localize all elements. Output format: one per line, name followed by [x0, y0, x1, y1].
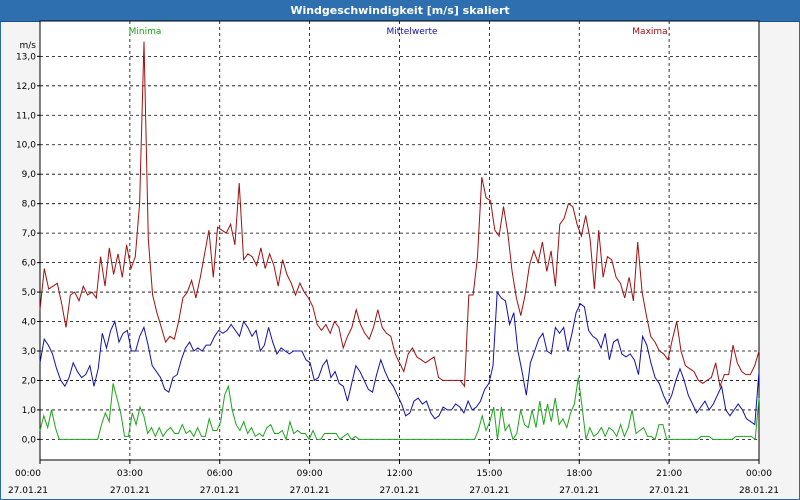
x-tick-time-label: 00:00 — [746, 469, 772, 479]
y-tick-label: 11,0 — [16, 111, 36, 121]
x-tick-time-label: 00:00 — [15, 469, 41, 479]
x-tick-date-label: 27.01.21 — [290, 486, 330, 496]
x-tick-date-label: 27.01.21 — [649, 486, 689, 496]
y-tick-label: 6,0 — [22, 259, 37, 269]
x-tick-time-label: 15:00 — [476, 469, 502, 479]
x-tick-date-label: 27.01.21 — [469, 486, 509, 496]
y-tick-label: 13,0 — [16, 52, 36, 62]
y-tick-label: 10,0 — [16, 141, 36, 151]
y-tick-label: 7,0 — [22, 229, 37, 239]
y-tick-label: 0,0 — [22, 435, 37, 445]
x-tick-time-label: 03:00 — [117, 469, 143, 479]
series-line-mittelwerte — [39, 290, 760, 426]
y-tick-label: 5,0 — [22, 288, 37, 298]
x-tick-date-label: 28.01.21 — [739, 486, 779, 496]
legend-entry-mittelwerte: Mittelwerte — [386, 27, 437, 37]
y-axis: 0,0 1,0 2,0 3,0 4,0 5,0 6,0 7,0 8,0 9,0 10,0 11,0 12… — [16, 52, 40, 445]
x-tick-date-label: 27.01.21 — [110, 486, 150, 496]
y-tick-label: 3,0 — [22, 347, 37, 357]
series-line-minima — [39, 377, 760, 442]
series-line-maxima — [39, 41, 760, 389]
legend-entry-minima: Minima — [129, 27, 162, 37]
y-tick-label: 2,0 — [22, 376, 37, 386]
x-tick-date-label: 27.01.21 — [200, 486, 240, 496]
x-tick-time-label: 21:00 — [656, 469, 682, 479]
legend: Minima Mittelwerte Maxima — [129, 27, 668, 37]
y-tick-label: 4,0 — [22, 318, 37, 328]
x-tick-time-label: 12:00 — [387, 469, 413, 479]
x-axis: 00:00 27.01.21 03:00 27.01.21 06:00 27.01.21 0… — [8, 460, 779, 496]
x-tick-time-label: 06:00 — [207, 469, 233, 479]
y-tick-label: 9,0 — [22, 170, 37, 180]
legend-entry-maxima: Maxima — [632, 27, 667, 37]
y-axis-unit-label: m/s — [20, 41, 37, 51]
x-tick-date-label: 27.01.21 — [559, 486, 599, 496]
x-tick-time-label: 09:00 — [297, 469, 323, 479]
y-tick-label: 8,0 — [22, 200, 37, 210]
x-tick-date-label: 27.01.21 — [379, 486, 419, 496]
grid-lines — [40, 21, 759, 460]
x-tick-date-label: 27.01.21 — [8, 486, 48, 496]
series-layer — [39, 41, 760, 442]
y-tick-label: 12,0 — [16, 82, 36, 92]
y-tick-label: 1,0 — [22, 406, 37, 416]
x-tick-time-label: 18:00 — [566, 469, 592, 479]
